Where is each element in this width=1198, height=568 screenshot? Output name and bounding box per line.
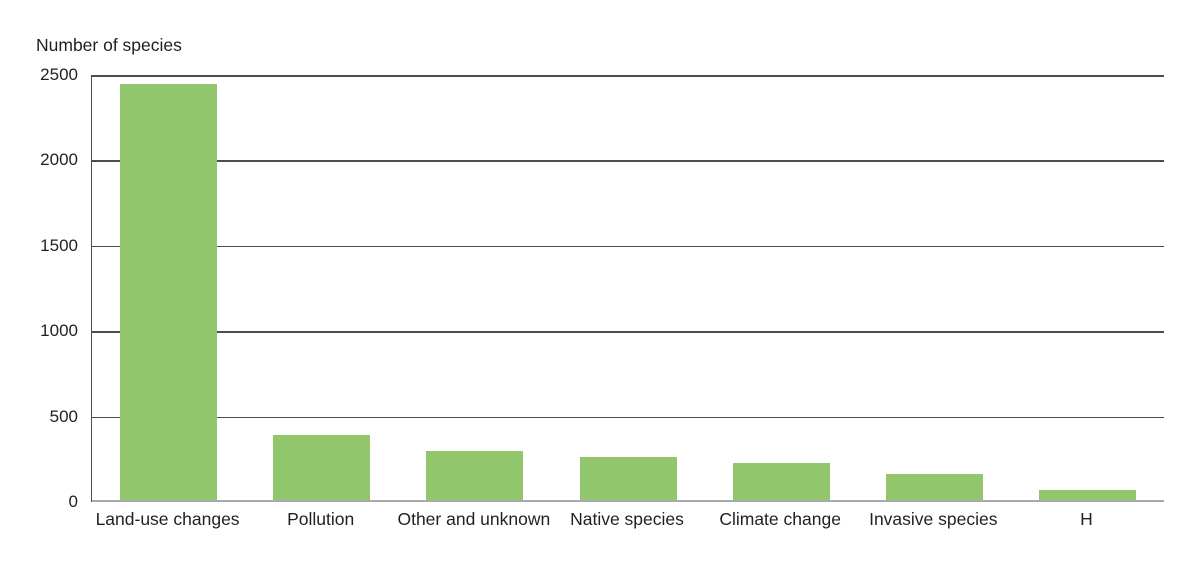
x-category-label-pollution: Pollution [287, 509, 355, 529]
bar-native-species [579, 456, 677, 501]
gridline-2500 [92, 75, 1164, 77]
plot-area [91, 75, 1164, 502]
bar-invasive-species [885, 473, 983, 501]
chart-title: Number of species [36, 35, 182, 55]
bar-other-and-unknown [426, 450, 524, 501]
x-category-label-climate-change: Climate change [719, 509, 841, 529]
y-tick-label-500: 500 [49, 406, 78, 426]
bar-h [1038, 489, 1136, 501]
gridline-2000 [92, 160, 1164, 162]
y-tick-label-1500: 1500 [40, 235, 78, 255]
x-category-label-other-and-unknown: Other and unknown [397, 509, 551, 529]
x-axis-line [92, 500, 1164, 502]
x-category-label-h: H [1080, 509, 1093, 529]
x-category-label-native-species: Native species [570, 509, 684, 529]
x-category-label-invasive-species: Invasive species [869, 509, 998, 529]
y-tick-label-0: 0 [68, 492, 78, 511]
gridline-500 [92, 416, 1164, 419]
bar-pollution [273, 435, 371, 501]
gridline-1500 [92, 245, 1164, 248]
x-category-label-land-use-changes: Land-use changes [95, 509, 240, 529]
y-tick-label-2500: 2500 [40, 65, 78, 84]
y-tick-label-1000: 1000 [40, 321, 78, 341]
bar-climate-change [732, 463, 830, 501]
y-tick-label-2000: 2000 [40, 150, 78, 170]
gridline-1000 [92, 331, 1164, 333]
bar-land-use-changes [120, 84, 218, 501]
